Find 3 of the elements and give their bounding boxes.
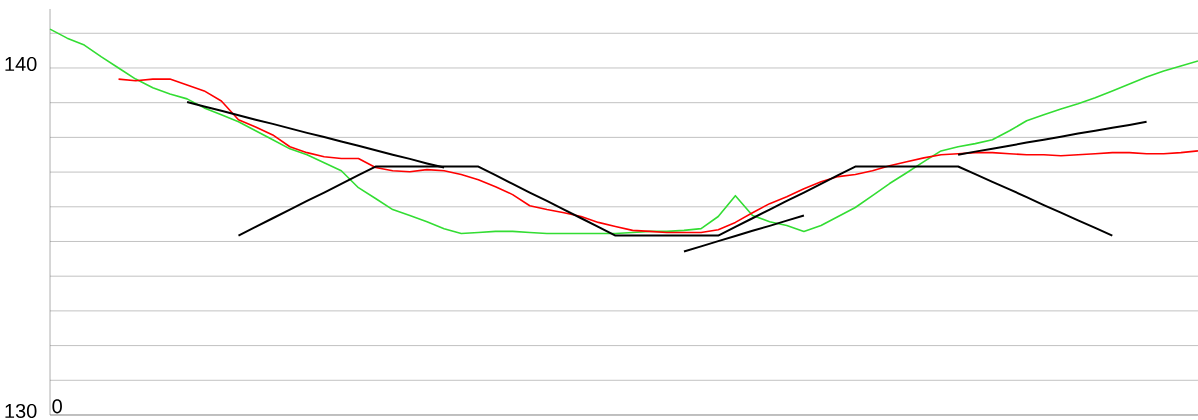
y-tick-label: 140	[5, 56, 37, 72]
annotation: 0	[52, 399, 62, 414]
y-tick-label: 130	[5, 403, 37, 419]
